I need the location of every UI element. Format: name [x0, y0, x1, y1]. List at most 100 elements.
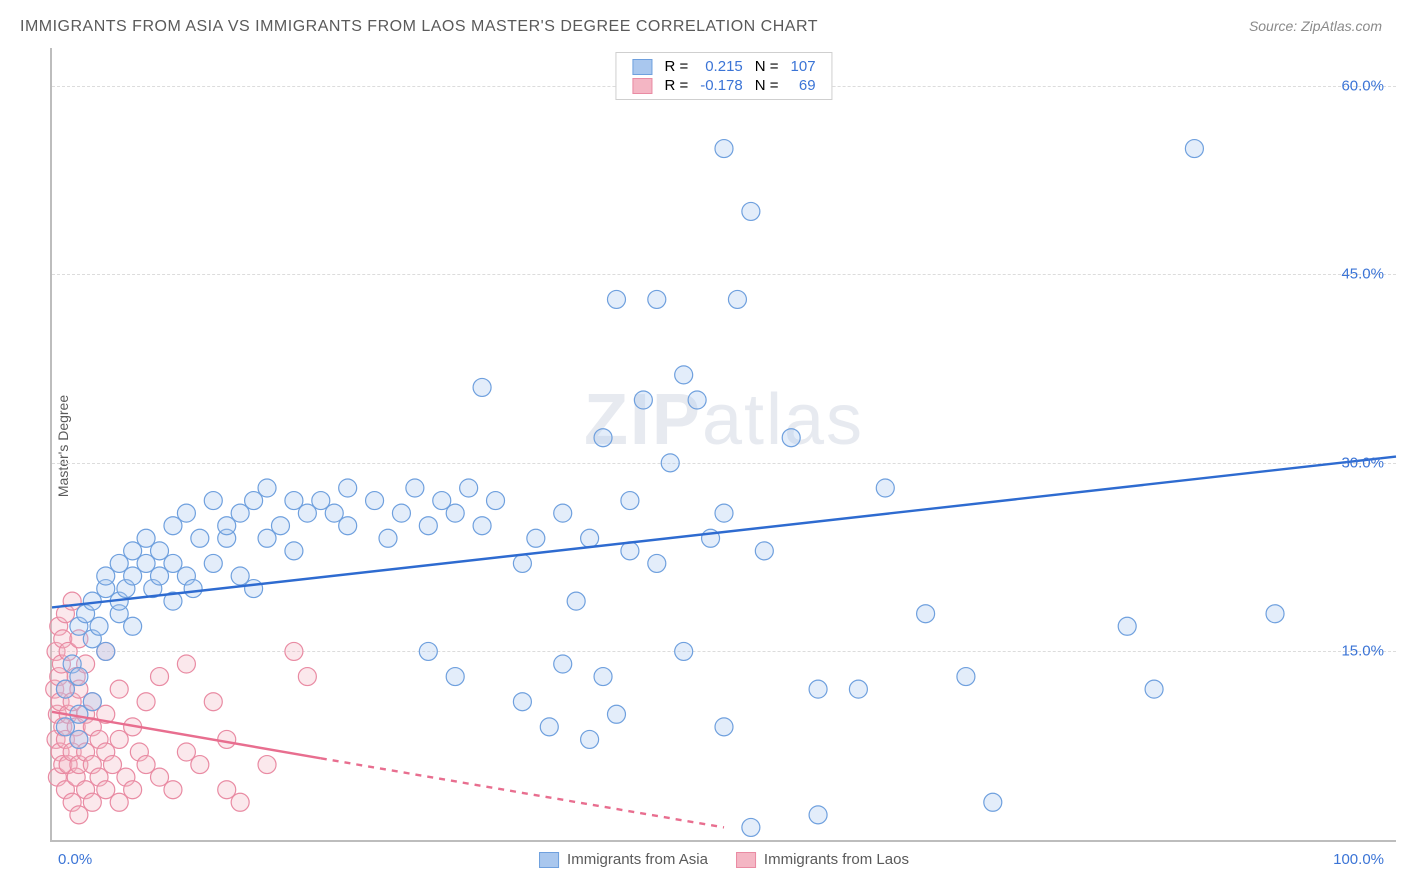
swatch-asia-icon	[539, 852, 559, 868]
data-point	[715, 140, 733, 158]
data-point	[513, 554, 531, 572]
y-tick: 60.0%	[1341, 77, 1384, 94]
data-point	[984, 793, 1002, 811]
trend-line	[321, 758, 724, 827]
swatch-asia	[632, 59, 652, 75]
data-point	[191, 529, 209, 547]
data-point	[164, 781, 182, 799]
data-point	[581, 730, 599, 748]
data-point	[446, 504, 464, 522]
data-point	[204, 554, 222, 572]
data-point	[648, 554, 666, 572]
data-point	[191, 756, 209, 774]
data-point	[271, 517, 289, 535]
data-point	[540, 718, 558, 736]
data-point	[406, 479, 424, 497]
data-point	[379, 529, 397, 547]
plot-area: ZIPatlas R = 0.215 N = 107 R = -0.178 N …	[50, 48, 1396, 842]
data-point	[782, 429, 800, 447]
data-point	[957, 668, 975, 686]
data-point	[742, 202, 760, 220]
swatch-laos	[632, 78, 652, 94]
data-point	[124, 617, 142, 635]
data-point	[231, 793, 249, 811]
data-point	[648, 290, 666, 308]
data-point	[110, 680, 128, 698]
data-point	[567, 592, 585, 610]
data-point	[661, 454, 679, 472]
data-point	[258, 479, 276, 497]
data-point	[419, 517, 437, 535]
data-point	[634, 391, 652, 409]
data-point	[298, 668, 316, 686]
legend-item-laos: Immigrants from Laos	[736, 851, 909, 868]
chart-title: IMMIGRANTS FROM ASIA VS IMMIGRANTS FROM …	[20, 18, 818, 36]
data-point	[83, 693, 101, 711]
data-point	[339, 517, 357, 535]
data-point	[554, 655, 572, 673]
data-point	[473, 517, 491, 535]
data-point	[285, 642, 303, 660]
data-point	[70, 730, 88, 748]
data-point	[527, 529, 545, 547]
data-point	[177, 655, 195, 673]
legend-row-asia: R = 0.215 N = 107	[626, 57, 821, 76]
data-point	[715, 718, 733, 736]
data-point	[245, 580, 263, 598]
data-point	[621, 542, 639, 560]
data-point	[715, 504, 733, 522]
data-point	[460, 479, 478, 497]
data-point	[70, 668, 88, 686]
data-point	[90, 617, 108, 635]
data-point	[177, 504, 195, 522]
data-point	[473, 378, 491, 396]
data-point	[554, 504, 572, 522]
data-point	[581, 529, 599, 547]
scatter-chart	[52, 48, 1396, 840]
data-point	[1266, 605, 1284, 623]
data-point	[728, 290, 746, 308]
data-point	[675, 366, 693, 384]
data-point	[487, 492, 505, 510]
data-point	[339, 479, 357, 497]
data-point	[755, 542, 773, 560]
data-point	[917, 605, 935, 623]
data-point	[621, 492, 639, 510]
data-point	[137, 693, 155, 711]
data-point	[594, 668, 612, 686]
data-point	[97, 642, 115, 660]
data-point	[446, 668, 464, 686]
data-point	[809, 680, 827, 698]
trend-line	[52, 457, 1396, 608]
data-point	[849, 680, 867, 698]
y-tick: 15.0%	[1341, 643, 1384, 660]
data-point	[184, 580, 202, 598]
y-tick: 30.0%	[1341, 454, 1384, 471]
series-legend: Immigrants from Asia Immigrants from Lao…	[539, 851, 909, 868]
data-point	[1145, 680, 1163, 698]
data-point	[151, 668, 169, 686]
legend-item-asia: Immigrants from Asia	[539, 851, 708, 868]
data-point	[204, 492, 222, 510]
data-point	[675, 642, 693, 660]
data-point	[594, 429, 612, 447]
data-point	[285, 542, 303, 560]
data-point	[258, 756, 276, 774]
data-point	[366, 492, 384, 510]
swatch-laos-icon	[736, 852, 756, 868]
data-point	[809, 806, 827, 824]
data-point	[1118, 617, 1136, 635]
legend-row-laos: R = -0.178 N = 69	[626, 76, 821, 95]
data-point	[419, 642, 437, 660]
x-tick-min: 0.0%	[58, 851, 92, 868]
data-point	[607, 290, 625, 308]
data-point	[124, 781, 142, 799]
data-point	[876, 479, 894, 497]
data-point	[742, 818, 760, 836]
data-point	[204, 693, 222, 711]
x-tick-max: 100.0%	[1333, 851, 1384, 868]
data-point	[218, 730, 236, 748]
data-point	[1185, 140, 1203, 158]
data-point	[607, 705, 625, 723]
source-attribution: Source: ZipAtlas.com	[1249, 18, 1382, 34]
